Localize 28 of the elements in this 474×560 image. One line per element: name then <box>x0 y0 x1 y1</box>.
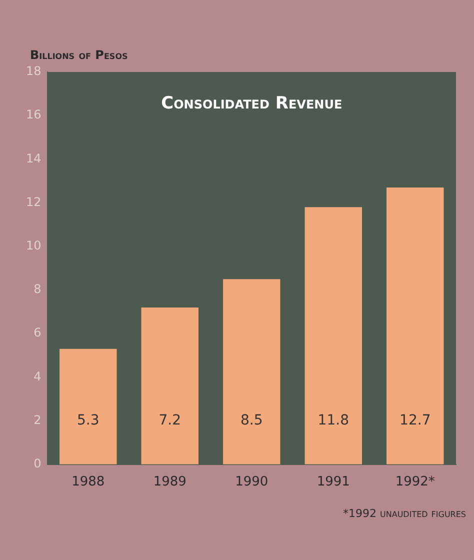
y-tick-label: 0 <box>34 456 42 471</box>
x-tick-label: 1991 <box>316 474 350 490</box>
y-tick-label: 12 <box>26 194 42 209</box>
bar <box>223 279 280 464</box>
text: *1992 unaudited figures <box>343 506 466 520</box>
y-tick-label: 8 <box>34 282 42 296</box>
x-tick-label: 1992* <box>395 474 436 490</box>
data-label: 5.3 <box>77 412 100 428</box>
text: Consolidated Revenue <box>161 93 342 114</box>
y-tick-label: 2 <box>34 412 42 427</box>
data-label: 11.8 <box>318 412 349 428</box>
y-tick-label: 18 <box>26 64 42 78</box>
y-tick-label: 10 <box>26 238 42 253</box>
bar <box>60 348 117 464</box>
y-tick-label: 16 <box>26 108 42 122</box>
data-label: 7.2 <box>158 412 182 428</box>
x-tick-label: 1988 <box>72 474 105 490</box>
data-label: 8.5 <box>240 412 263 428</box>
y-tick-label: 4 <box>34 369 42 384</box>
bar <box>141 307 198 464</box>
y-tick-label: 14 <box>26 151 42 166</box>
y-axis-title: Billions of Pesos <box>30 48 128 62</box>
bar <box>386 188 444 464</box>
x-tick-label: 1990 <box>235 474 268 490</box>
x-tick-label: 1989 <box>153 474 186 490</box>
y-tick-label: 6 <box>34 326 42 340</box>
bar <box>304 207 362 464</box>
data-label: 12.7 <box>400 412 431 428</box>
